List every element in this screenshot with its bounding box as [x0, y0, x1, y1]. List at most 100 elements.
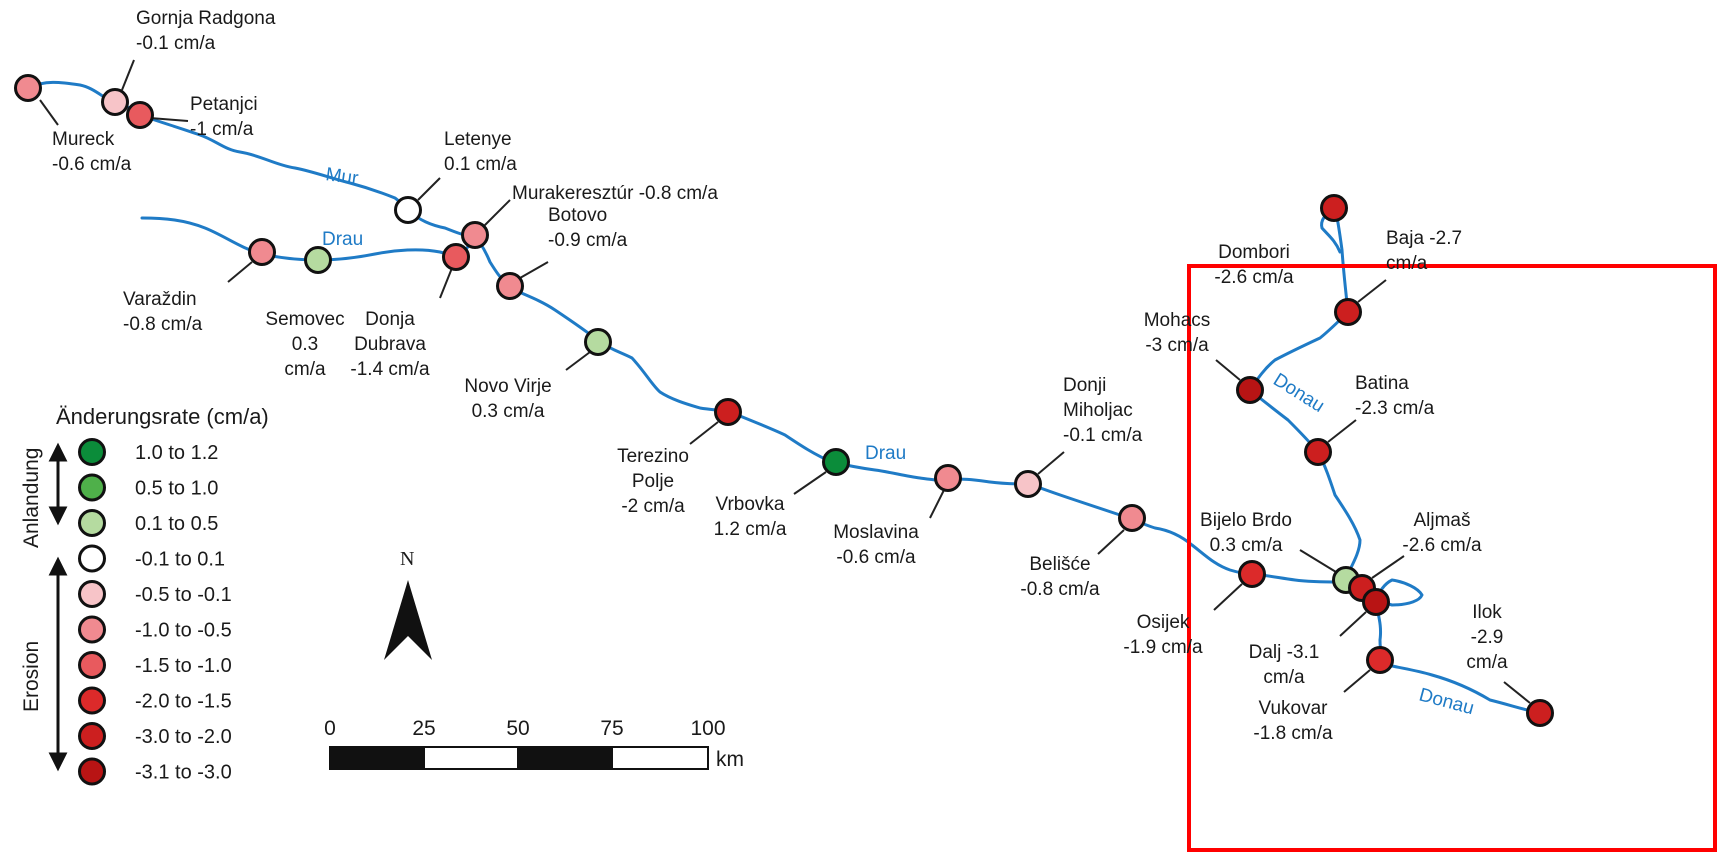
- station-marker-petanjci[interactable]: [126, 101, 154, 129]
- station-marker-mureck[interactable]: [14, 74, 42, 102]
- leader-line-novo-virje: [565, 351, 591, 371]
- station-marker-novo-virje[interactable]: [584, 328, 612, 356]
- river-labels: Mur Drau Drau Donau Donau: [322, 164, 1476, 719]
- legend-swatch: [78, 722, 106, 750]
- station-label-line: cm/a: [1386, 253, 1428, 274]
- scale-segment-2: [423, 746, 519, 770]
- station-marker-gornja-radgona[interactable]: [101, 88, 129, 116]
- station-label-line: -3 cm/a: [1145, 335, 1209, 356]
- donau-lower-label: Donau: [1417, 685, 1477, 720]
- leader-line-donja-dubrava: [439, 267, 453, 299]
- legend: Änderungsrate (cm/a) Anlandung Erosion 1…: [20, 404, 269, 786]
- leader-line-moslavina: [929, 489, 945, 519]
- legend-swatch: [78, 580, 106, 608]
- station-label-line: Mohacs: [1144, 310, 1211, 331]
- station-label-line: Dubrava: [354, 334, 426, 355]
- leader-line-osijek: [1213, 583, 1243, 611]
- station-label-line: -2.6 cm/a: [1402, 535, 1482, 556]
- scale-tick-labels: 0 25 50 75 100: [324, 717, 725, 740]
- leader-line-terezino-polje: [689, 421, 719, 445]
- leader-line-dalj: [1339, 611, 1367, 637]
- station-label-line: -2.6 cm/a: [1214, 267, 1294, 288]
- station-marker-dalj[interactable]: [1362, 588, 1390, 616]
- station-label-line: Donja: [365, 309, 415, 330]
- scale-unit: km: [716, 748, 744, 771]
- station-label-line: 0.3 cm/a: [1210, 535, 1283, 556]
- station-label-aljmas: Aljmaš -2.6 cm/a: [1402, 510, 1482, 556]
- station-label-belisce: Belišće -0.8 cm/a: [1020, 554, 1100, 600]
- station-marker-vrbovka[interactable]: [822, 448, 850, 476]
- station-marker-donja-dubrava[interactable]: [442, 243, 470, 271]
- station-label-line: 0.3: [292, 334, 318, 355]
- station-marker-semovec[interactable]: [304, 246, 332, 274]
- station-marker-osijek[interactable]: [1238, 560, 1266, 588]
- station-label-line: Botovo: [548, 205, 607, 226]
- legend-erosion-label: Erosion: [20, 641, 43, 712]
- leader-line-baja: [1357, 279, 1387, 303]
- station-label-novo-virje: Novo Virje 0.3 cm/a: [464, 376, 551, 422]
- station-marker-letenye[interactable]: [394, 196, 422, 224]
- station-marker-botovo[interactable]: [496, 272, 524, 300]
- station-marker-terezino-polje[interactable]: [714, 398, 742, 426]
- station-marker-batina[interactable]: [1304, 438, 1332, 466]
- station-marker-donji-miholjac[interactable]: [1014, 470, 1042, 498]
- station-label-line: -0.9 cm/a: [548, 230, 628, 251]
- station-label-line: Terezino: [617, 446, 689, 467]
- legend-swatch: [78, 651, 106, 679]
- station-label-dombori: Dombori -2.6 cm/a: [1214, 242, 1294, 288]
- station-marker-dombori[interactable]: [1320, 194, 1348, 222]
- station-label-line: Letenye: [444, 129, 512, 150]
- station-marker-vukovar[interactable]: [1366, 646, 1394, 674]
- station-label-line: Baja -2.7: [1386, 228, 1462, 249]
- leader-line-vukovar: [1343, 669, 1371, 693]
- legend-range-label: -3.1 to -3.0: [135, 762, 232, 784]
- scale-segment-4: [611, 746, 709, 770]
- station-label-terezino-polje: Terezino Polje -2 cm/a: [617, 446, 689, 517]
- station-label-donji-miholjac: Donji Miholjac -0.1 cm/a: [1063, 375, 1143, 446]
- station-label-line: Bijelo Brdo: [1200, 510, 1292, 531]
- legend-range-label: -3.0 to -2.0: [135, 726, 232, 748]
- legend-rows: 1.0 to 1.2 0.5 to 1.0 0.1 to 0.5 -0.1 to 0.…: [78, 438, 232, 786]
- station-label-gornja-radgona: Gornja Radgona -0.1 cm/a: [136, 8, 276, 54]
- station-labels: Mureck -0.6 cm/a Gornja Radgona -0.1 cm/a Pe…: [52, 8, 1508, 744]
- station-label-line: -2.9: [1471, 627, 1504, 648]
- station-marker-belisce[interactable]: [1118, 504, 1146, 532]
- station-label-line: Belišće: [1029, 554, 1090, 575]
- station-marker-mohacs[interactable]: [1236, 376, 1264, 404]
- station-label-varazdin: Varaždin -0.8 cm/a: [123, 289, 203, 335]
- leader-line-varazdin: [227, 261, 253, 283]
- station-label-line: Mureck: [52, 129, 115, 150]
- station-label-line: -0.8 cm/a: [123, 314, 203, 335]
- leader-line-batina: [1327, 419, 1357, 443]
- station-label-moslavina: Moslavina -0.6 cm/a: [833, 522, 919, 568]
- legend-swatch: [78, 757, 106, 786]
- leader-line-aljmas: [1371, 555, 1405, 579]
- station-marker-moslavina[interactable]: [934, 464, 962, 492]
- station-label-line: -1.4 cm/a: [350, 359, 430, 380]
- station-label-baja: Baja -2.7 cm/a: [1386, 228, 1462, 274]
- north-arrow-icon: [384, 580, 432, 660]
- legend-swatch: [78, 473, 106, 502]
- donau-upper-label: Donau: [1269, 369, 1328, 416]
- mur-river: [26, 80, 950, 482]
- station-marker-murakeresztur[interactable]: [461, 221, 489, 249]
- station-label-vrbovka: Vrbovka 1.2 cm/a: [714, 494, 787, 540]
- leader-line-petanjci: [149, 117, 189, 122]
- station-label-semovec: Semovec 0.3 cm/a: [265, 309, 344, 380]
- scale-tick-label: 100: [690, 717, 725, 740]
- station-marker-baja[interactable]: [1334, 298, 1362, 326]
- legend-accretion-arrow: [48, 442, 68, 526]
- drau-upper-label: Drau: [322, 229, 363, 250]
- north-label: N: [400, 548, 414, 570]
- station-marker-ilok[interactable]: [1526, 699, 1554, 727]
- legend-range-label: -1.0 to -0.5: [135, 620, 232, 642]
- station-marker-varazdin[interactable]: [248, 238, 276, 266]
- station-label-mureck: Mureck -0.6 cm/a: [52, 129, 132, 175]
- station-label-line: Donji: [1063, 375, 1106, 396]
- station-label-line: Novo Virje: [464, 376, 551, 397]
- station-label-line: Semovec: [265, 309, 344, 330]
- station-label-line: Vukovar: [1259, 698, 1329, 719]
- station-label-line: Polje: [632, 471, 674, 492]
